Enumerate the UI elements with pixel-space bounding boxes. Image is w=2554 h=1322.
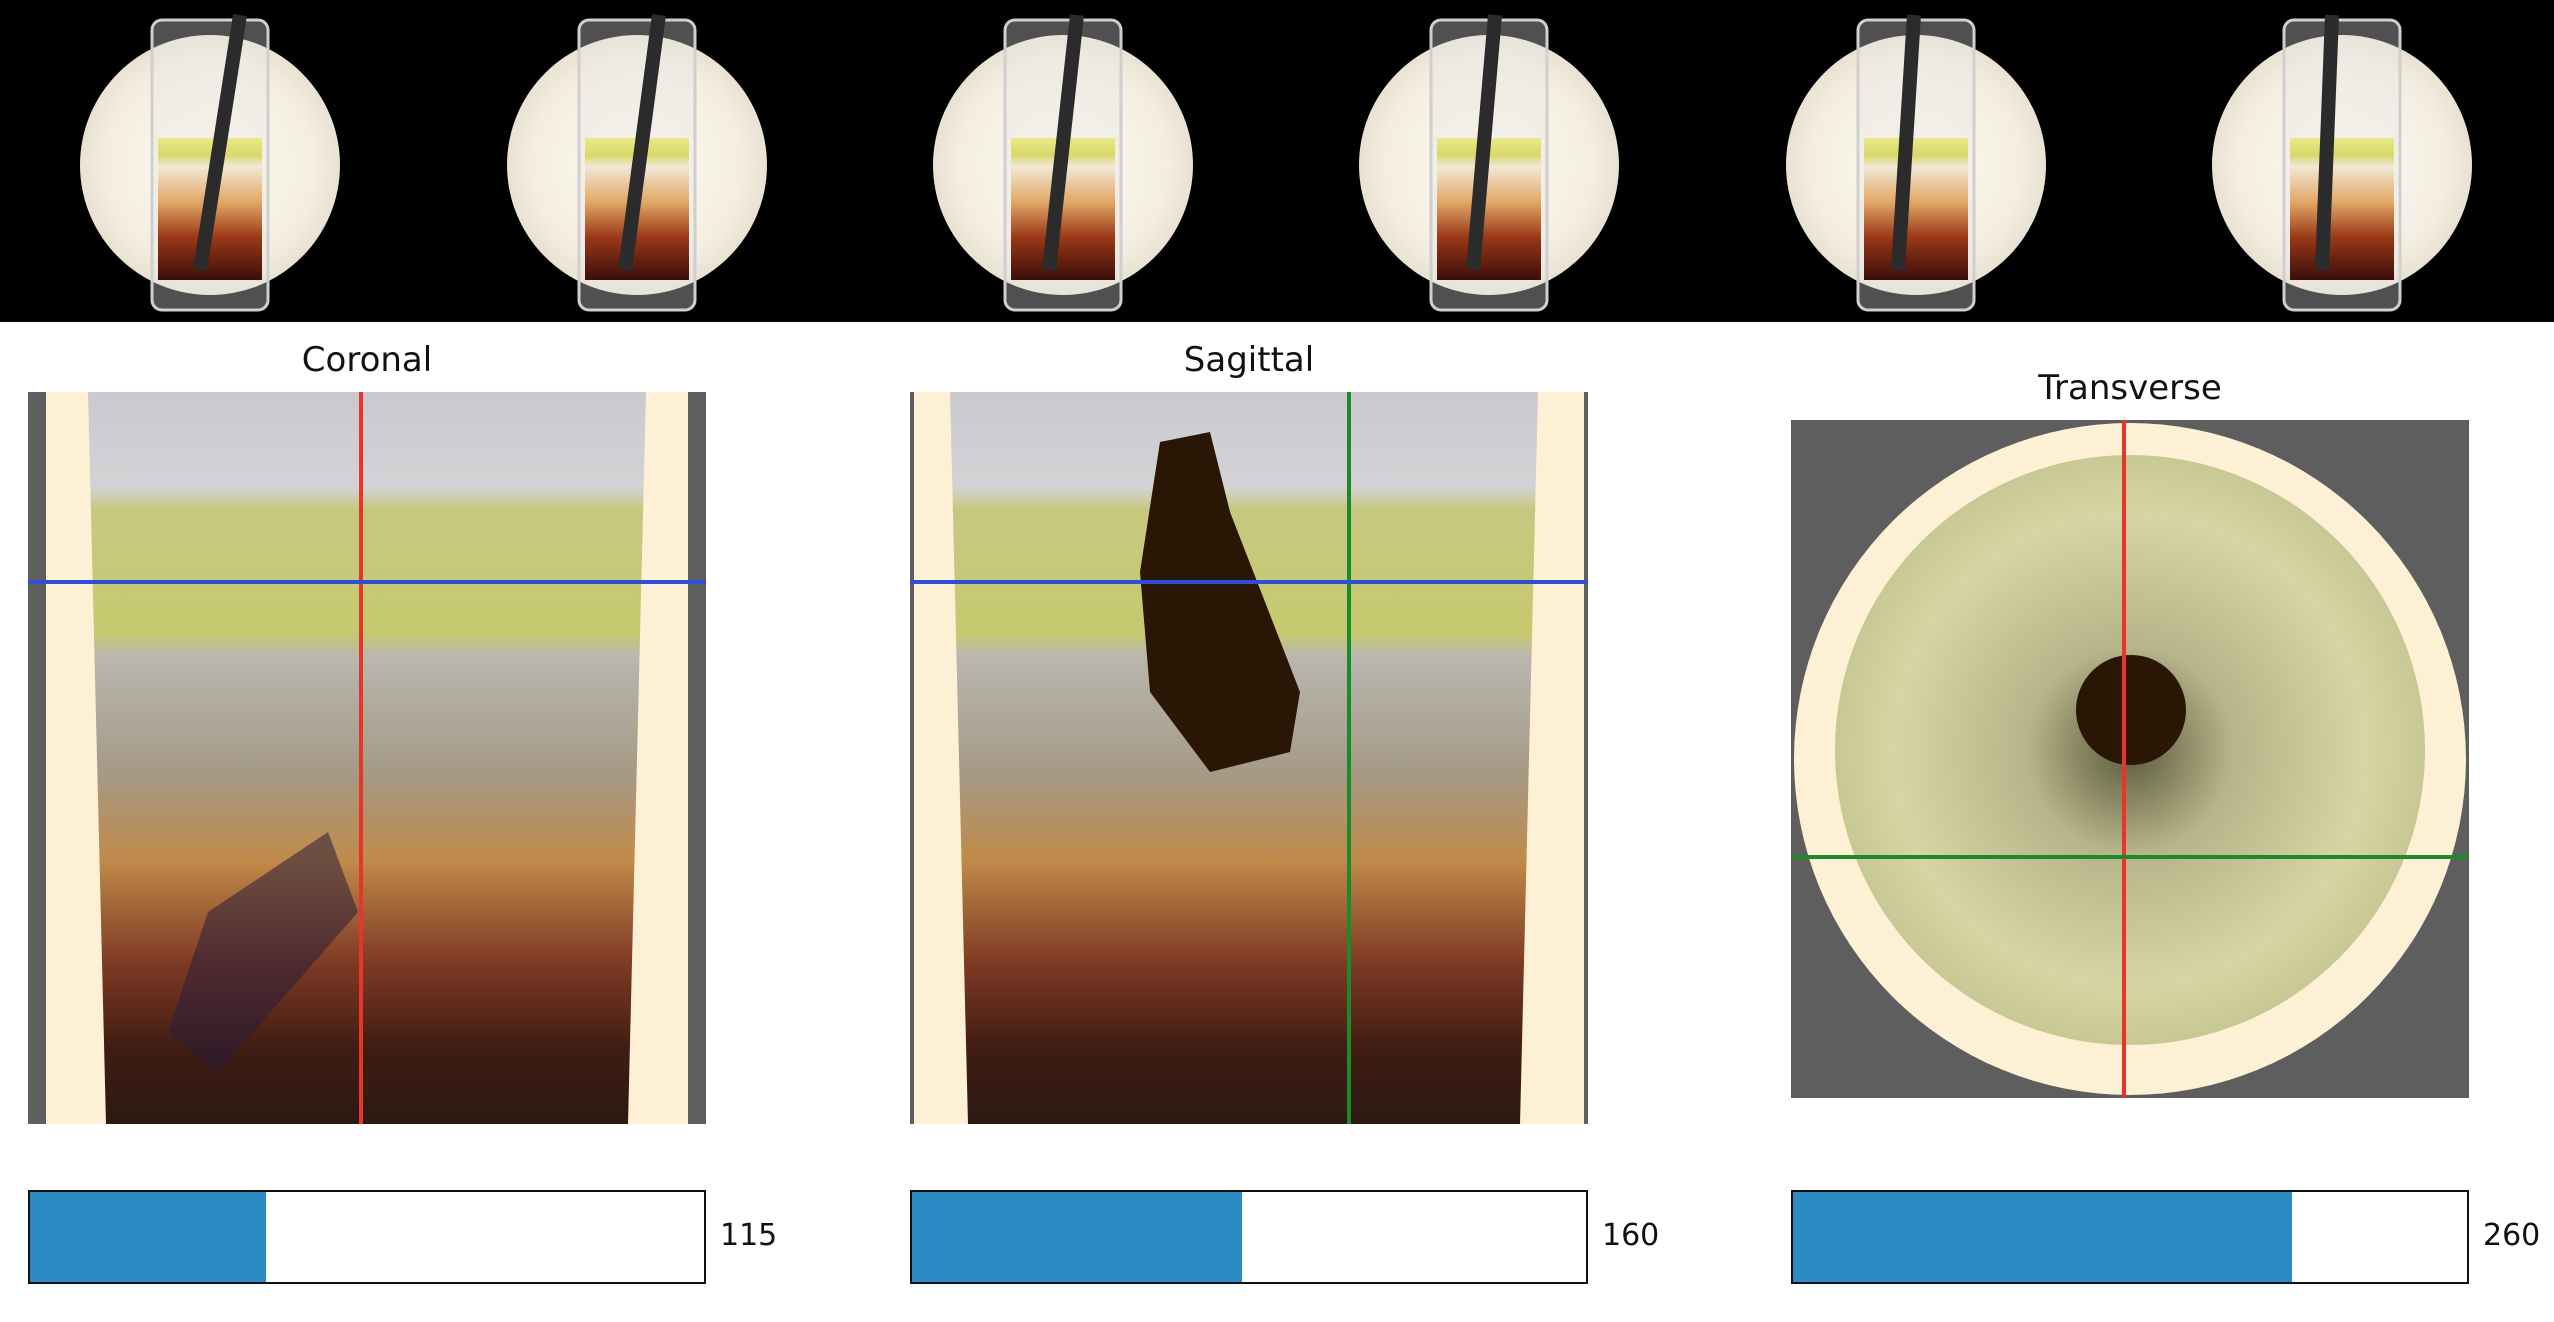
sagittal-slider-fill — [912, 1192, 1243, 1282]
photo-frame-4 — [1359, 14, 1619, 312]
sagittal-slider-value: 160 — [1602, 1218, 1660, 1253]
transverse-view[interactable] — [1791, 420, 2469, 1098]
transverse-slider[interactable] — [1791, 1190, 2469, 1284]
sagittal-straw — [1140, 432, 1300, 772]
transverse-slider-fill — [1793, 1192, 2292, 1282]
coronal-slider-value: 115 — [720, 1218, 778, 1253]
photo-strip-image — [80, 13, 2472, 312]
photo-frame-5 — [1786, 14, 2046, 312]
coronal-slider-fill — [30, 1192, 266, 1282]
transverse-title: Transverse — [2038, 368, 2222, 408]
photo-frame-1 — [80, 13, 340, 312]
photo-frame-2 — [507, 14, 767, 312]
coronal-slider[interactable] — [28, 1190, 706, 1284]
coronal-view[interactable] — [28, 392, 706, 1124]
sagittal-view[interactable] — [910, 392, 1588, 1124]
sagittal-slider[interactable] — [910, 1190, 1588, 1284]
photo-frame-6 — [2212, 14, 2472, 312]
coronal-straw-shadow — [168, 832, 358, 1072]
coronal-title: Coronal — [301, 340, 433, 380]
transverse-straw — [2076, 655, 2186, 765]
photo-frame-3 — [933, 14, 1193, 312]
photo-strip — [0, 0, 2554, 322]
transverse-slider-value: 260 — [2483, 1218, 2541, 1253]
sagittal-title: Sagittal — [1183, 340, 1315, 380]
coronal-glass — [88, 392, 646, 1124]
